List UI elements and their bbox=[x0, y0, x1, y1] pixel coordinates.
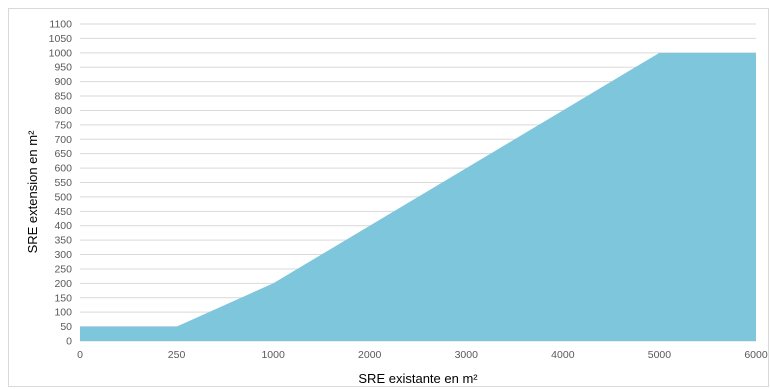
area-series bbox=[80, 52, 756, 342]
y-tick-label: 400 bbox=[54, 220, 72, 232]
y-tick-label: 800 bbox=[54, 105, 72, 117]
y-tick-label: 950 bbox=[54, 62, 72, 74]
x-tick-label: 4000 bbox=[551, 349, 575, 361]
x-tick-label: 2000 bbox=[358, 349, 382, 361]
y-tick-label: 650 bbox=[54, 148, 72, 160]
y-axis-label: SRE extension en m² bbox=[25, 130, 40, 254]
y-tick-label: 300 bbox=[54, 249, 72, 261]
y-tick-label: 50 bbox=[60, 321, 72, 333]
x-tick-label: 250 bbox=[168, 349, 186, 361]
y-tick-label: 700 bbox=[54, 134, 72, 146]
y-tick-label: 200 bbox=[54, 278, 72, 290]
y-tick-label: 350 bbox=[54, 235, 72, 247]
y-tick-label: 1100 bbox=[49, 19, 72, 31]
y-tick-label: 550 bbox=[54, 177, 72, 189]
x-axis-ticks: 0 250 1000 2000 3000 4000 5000 6000 bbox=[77, 349, 768, 361]
x-axis-label: SRE existante en m² bbox=[358, 371, 478, 386]
x-tick-label: 0 bbox=[77, 349, 83, 361]
y-tick-label: 0 bbox=[66, 336, 72, 348]
y-tick-label: 150 bbox=[54, 292, 72, 304]
y-tick-label: 900 bbox=[54, 76, 72, 88]
y-tick-label: 850 bbox=[54, 91, 72, 103]
y-axis-ticks: 0 50 100 150 200 250 300 350 400 450 500 550 600 650 7… bbox=[49, 19, 73, 348]
y-tick-label: 1050 bbox=[49, 33, 73, 45]
x-tick-label: 3000 bbox=[455, 349, 479, 361]
y-tick-label: 450 bbox=[54, 206, 72, 218]
x-tick-label: 6000 bbox=[744, 349, 768, 361]
y-tick-label: 600 bbox=[54, 163, 72, 175]
y-tick-label: 1000 bbox=[49, 47, 73, 59]
y-tick-label: 750 bbox=[54, 119, 72, 131]
y-tick-label: 250 bbox=[54, 263, 72, 275]
x-tick-label: 5000 bbox=[648, 349, 672, 361]
x-tick-label: 1000 bbox=[261, 349, 285, 361]
y-tick-label: 100 bbox=[54, 307, 72, 319]
y-tick-label: 500 bbox=[54, 191, 72, 203]
